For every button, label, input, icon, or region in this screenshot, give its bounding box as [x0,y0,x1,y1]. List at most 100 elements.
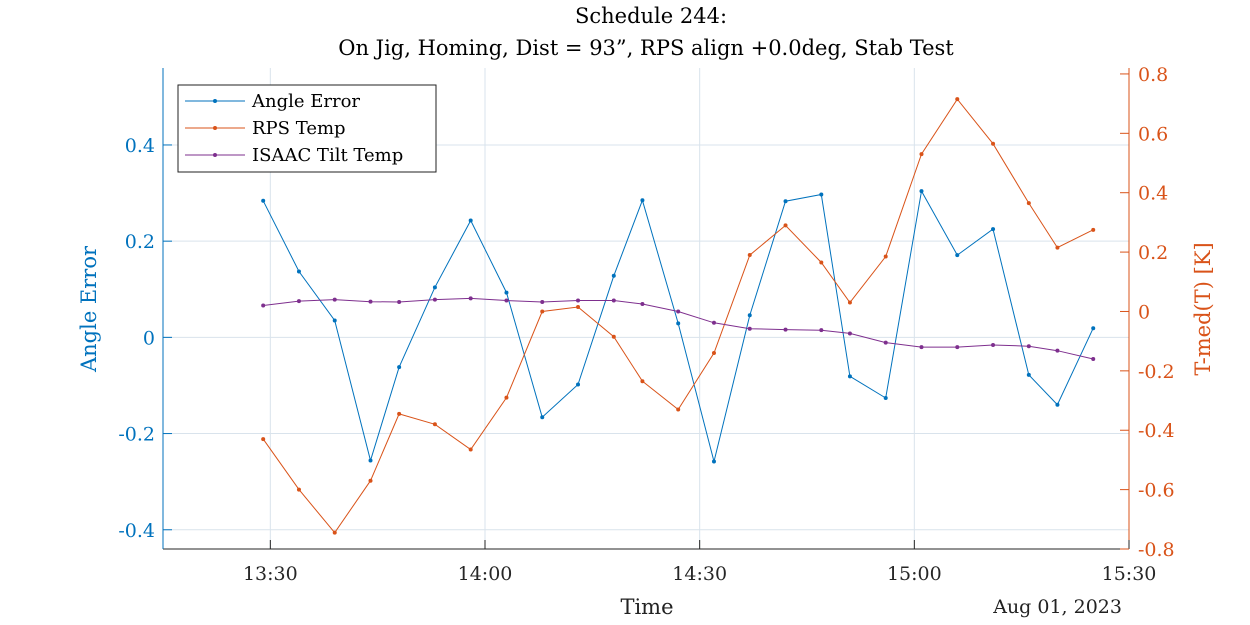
y-right-tick-label: -0.6 [1138,480,1175,502]
data-point-rps-temp [504,395,509,400]
data-point-rps-temp [1026,201,1031,206]
data-point-rps-temp [261,437,266,442]
data-point-isaac-tilt-temp [819,328,824,333]
data-point-angle-error [576,382,581,387]
data-point-isaac-tilt-temp [919,345,924,350]
data-point-angle-error [883,395,888,400]
data-point-isaac-tilt-temp [783,327,788,332]
chart-title-line-2: On Jig, Homing, Dist = 93”, RPS align +0… [338,36,954,60]
data-point-rps-temp [640,379,645,384]
data-point-isaac-tilt-temp [432,297,437,302]
data-point-rps-temp [991,141,996,146]
data-point-isaac-tilt-temp [1026,344,1031,349]
data-point-isaac-tilt-temp [1055,348,1060,353]
x-tick-label: 13:30 [243,563,298,585]
x-axis-label: Time [620,595,673,619]
legend-marker [213,153,217,157]
data-point-rps-temp [1091,227,1096,232]
data-point-rps-temp [1055,245,1060,250]
data-point-rps-temp [919,152,924,157]
y-axis-left-label: Angle Error [77,245,101,373]
legend-marker [213,126,217,130]
data-point-rps-temp [819,260,824,265]
data-point-isaac-tilt-temp [332,297,337,302]
data-point-isaac-tilt-temp [368,299,373,304]
data-point-rps-temp [332,530,337,535]
data-point-angle-error [919,189,924,194]
series-line-isaac-tilt-temp [263,297,1094,360]
data-point-isaac-tilt-temp [504,298,509,303]
chart-title: Schedule 244: On Jig, Homing, Dist = 93”… [338,4,954,60]
data-point-angle-error [819,192,824,197]
y-right-tick-label: -0.8 [1138,539,1175,561]
data-point-isaac-tilt-temp [261,303,266,308]
y-right-tick-label: -0.2 [1138,361,1175,383]
data-point-isaac-tilt-temp [991,343,996,348]
y-left-tick-label: 0 [143,327,155,349]
data-point-angle-error [1055,402,1060,407]
data-point-angle-error [991,227,996,232]
x-tick-label: 14:30 [672,563,727,585]
data-point-rps-temp [747,253,752,258]
data-point-isaac-tilt-temp [296,299,301,304]
data-point-isaac-tilt-temp [576,298,581,303]
y-right-tick-label: -0.4 [1138,420,1175,442]
legend-label: Angle Error [251,91,360,112]
y-right-tick-label: 0.8 [1138,64,1168,86]
chart-title-line-1: Schedule 244: [575,4,727,28]
y-left-tick-label: -0.2 [118,424,155,446]
data-point-angle-error [368,458,373,463]
data-point-isaac-tilt-temp [747,326,752,331]
data-point-isaac-tilt-temp [640,302,645,307]
x-tick-label: 15:30 [1102,563,1157,585]
data-point-rps-temp [576,305,581,310]
data-point-angle-error [332,318,337,323]
y-left-tick-label: -0.4 [118,520,155,542]
data-point-rps-temp [783,223,788,228]
data-point-angle-error [296,269,301,274]
legend-marker [213,99,217,103]
data-point-rps-temp [711,351,716,356]
data-point-angle-error [711,459,716,464]
data-point-angle-error [1091,326,1096,331]
data-point-angle-error [640,198,645,203]
data-point-angle-error [847,374,852,379]
y-right-tick-label: 0.6 [1138,123,1168,145]
data-point-angle-error [955,253,960,258]
data-point-rps-temp [611,334,616,339]
data-point-rps-temp [432,422,437,427]
legend: Angle Error RPS Temp ISAAC Tilt Temp [177,84,437,173]
data-point-angle-error [611,273,616,278]
y-right-tick-label: 0.2 [1138,242,1168,264]
y-axis-right-label: T-med(T) [K] [1191,242,1215,375]
y-right-tick-label: 0 [1138,301,1150,323]
date-label: Aug 01, 2023 [992,596,1122,618]
data-point-isaac-tilt-temp [676,309,681,314]
data-point-rps-temp [397,411,402,416]
series-layer [261,97,1096,535]
y-right-tick-label: 0.4 [1138,183,1168,205]
legend-items: Angle Error RPS Temp ISAAC Tilt Temp [185,91,403,166]
data-point-angle-error [397,365,402,370]
y-left-tick-label: 0.4 [125,135,155,157]
data-point-angle-error [747,313,752,318]
data-point-rps-temp [676,407,681,412]
data-point-angle-error [540,415,545,420]
data-point-isaac-tilt-temp [1091,356,1096,361]
data-point-isaac-tilt-temp [711,320,716,325]
data-point-isaac-tilt-temp [847,331,852,336]
data-point-angle-error [261,198,266,203]
data-point-angle-error [504,290,509,295]
x-tick-label: 14:00 [458,563,513,585]
data-point-isaac-tilt-temp [611,298,616,303]
data-point-angle-error [432,285,437,290]
data-point-isaac-tilt-temp [468,296,473,301]
data-point-angle-error [783,199,788,204]
legend-label: ISAAC Tilt Temp [252,145,403,166]
y-left-tick-label: 0.2 [125,231,155,253]
x-tick-label: 15:00 [887,563,942,585]
data-point-isaac-tilt-temp [540,299,545,304]
data-point-rps-temp [368,478,373,483]
data-point-angle-error [1026,372,1031,377]
